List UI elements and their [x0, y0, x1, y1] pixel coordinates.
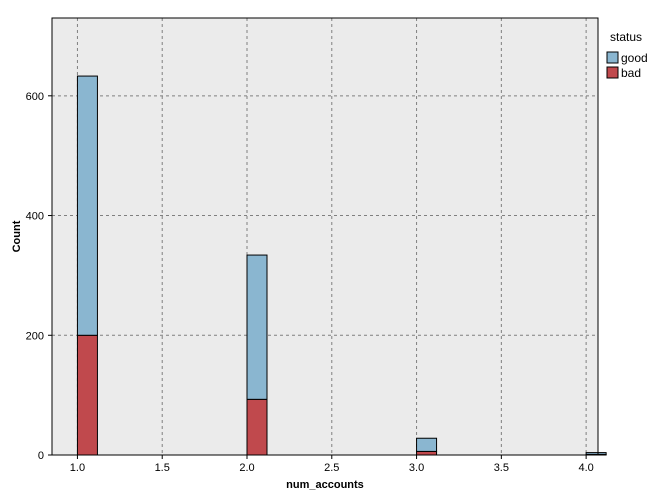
y-tick-label: 0	[38, 450, 44, 462]
y-tick-label: 600	[26, 91, 44, 103]
axes: 1.0 1.5 2.0 2.5 3.0 3.5 4.0 0 200 400 600	[26, 17, 599, 474]
bars	[76, 75, 607, 456]
x-tick-label: 1.5	[155, 462, 170, 474]
plot-background	[52, 18, 598, 455]
legend-swatch-bad	[606, 66, 619, 79]
y-axis-title: Count	[11, 220, 23, 252]
plot-border	[51, 17, 599, 456]
bar-good-2.0	[246, 254, 268, 400]
x-tick-label: 2.0	[239, 462, 254, 474]
bar-bad-1.0	[76, 334, 98, 456]
legend-label-good: good	[621, 51, 648, 65]
bar-bad-3.0	[416, 450, 438, 456]
legend-swatch-good	[606, 51, 619, 64]
bar-good-1.0	[76, 75, 98, 336]
x-tick-label: 4.0	[578, 462, 593, 474]
bar-good-3.0	[416, 437, 438, 452]
legend-title: status	[610, 30, 642, 44]
bar-bad-2.0	[246, 398, 268, 456]
y-tick-label: 200	[26, 330, 44, 342]
legend-label-bad: bad	[621, 66, 641, 80]
y-tick-label: 400	[26, 211, 44, 223]
x-tick-label: 3.5	[494, 462, 509, 474]
bar-good-4.0	[585, 452, 607, 455]
x-tick-label: 2.5	[324, 462, 339, 474]
x-tick-label: 3.0	[409, 462, 424, 474]
x-tick-label: 1.0	[70, 462, 85, 474]
x-axis-title: num_accounts	[286, 479, 364, 491]
